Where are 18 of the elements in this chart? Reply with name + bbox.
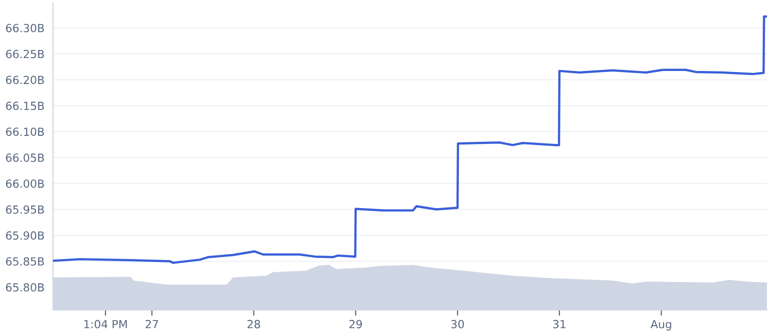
x-tick-label: Aug (650, 320, 672, 330)
y-tick-label: 65.95B (6, 205, 44, 214)
y-tick-label: 66.10B (6, 128, 44, 136)
y-tick-label: 66.05B (6, 154, 44, 162)
y-tick-label: 66.00B (6, 179, 44, 188)
y-tick-label: 66.15B (6, 102, 44, 110)
x-tick-label: 1:04 PM (84, 320, 127, 328)
x-tick-label: 30 (451, 320, 464, 328)
y-tick-label: 65.90B (6, 231, 44, 240)
y-tick-label: 66.25B (6, 50, 44, 58)
x-tick-label: 31 (553, 320, 566, 328)
y-tick-label: 66.20B (6, 76, 44, 84)
y-tick-label: 66.30B (6, 24, 44, 32)
x-tick-label: 27 (146, 320, 158, 328)
y-tick-label: 65.80B (6, 283, 44, 292)
x-tick-label: 29 (349, 320, 362, 328)
y-tick-label: 65.85B (6, 257, 44, 266)
x-tick-label: 28 (248, 320, 260, 328)
